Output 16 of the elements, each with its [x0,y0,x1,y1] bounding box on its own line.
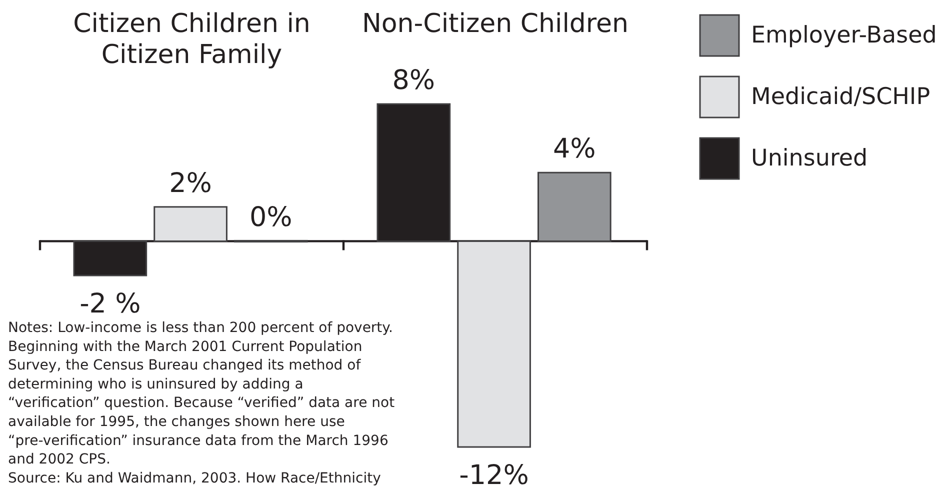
x-tick-label: Non-Citizen Children [362,9,629,39]
legend-label: Uninsured [751,146,868,172]
x-tick-label: Citizen Children in Citizen Family [73,9,310,70]
legend-label: Medicaid/SCHIP [751,84,930,110]
source-note: Source: Ku and Waidmann, 2003. How Race/Ethnicity [8,470,381,486]
data-label: 0% [249,202,292,234]
bar [154,206,228,242]
annotation: Notes: Low-income is less than 200 percent of poverty. Beginning with the March 2001 Current Population Survey, the Census Bureau changed its method of determining who is uninsured by adding a “verification” question. Because “verified” data are not available for 1995, the changes shown here use “pre-verification” insurance data from the March 1996 and 2002 CPS. [8,320,396,468]
data-label: -12% [459,460,529,491]
data-label: -2 % [80,288,141,320]
data-label: 2% [169,168,212,199]
bar [537,172,612,242]
data-label: 8% [392,65,436,96]
bar [457,240,531,448]
legend-label: Employer-Based [751,22,937,48]
data-label: 4% [552,134,596,165]
